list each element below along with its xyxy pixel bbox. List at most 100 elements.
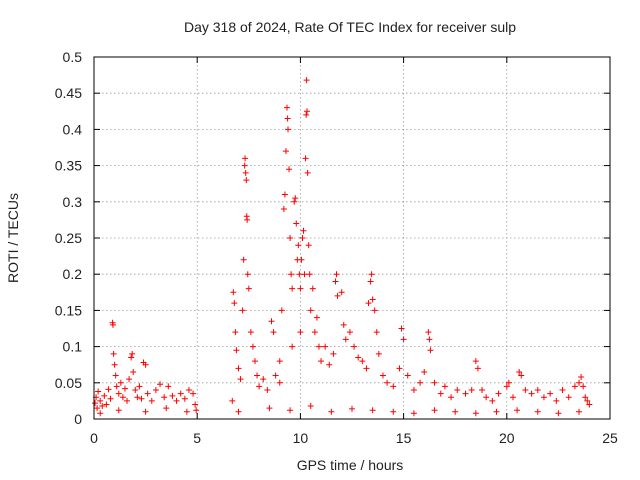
data-point bbox=[303, 77, 310, 84]
data-point bbox=[472, 410, 479, 417]
data-point bbox=[528, 390, 535, 397]
data-point bbox=[547, 390, 554, 397]
data-point bbox=[318, 358, 325, 365]
data-point bbox=[390, 408, 397, 415]
data-point bbox=[534, 387, 541, 394]
data-point bbox=[518, 372, 525, 379]
data-point bbox=[272, 372, 279, 379]
data-point bbox=[142, 408, 149, 415]
data-point bbox=[181, 395, 188, 402]
data-point bbox=[240, 256, 247, 263]
data-point bbox=[571, 383, 578, 390]
data-point bbox=[119, 394, 126, 401]
data-point bbox=[369, 407, 376, 414]
data-point bbox=[493, 408, 500, 415]
data-point bbox=[94, 405, 101, 412]
data-point bbox=[183, 408, 190, 415]
data-point bbox=[328, 408, 335, 415]
data-point bbox=[231, 300, 238, 307]
x-tick-label: 5 bbox=[193, 430, 201, 446]
data-point bbox=[244, 216, 251, 223]
data-point bbox=[582, 394, 589, 401]
data-point bbox=[289, 343, 296, 350]
data-point bbox=[559, 387, 566, 394]
data-point bbox=[256, 383, 263, 390]
data-point bbox=[483, 394, 490, 401]
data-point bbox=[173, 397, 180, 404]
data-point bbox=[185, 387, 192, 394]
data-point bbox=[334, 292, 341, 299]
data-point bbox=[144, 390, 151, 397]
data-point bbox=[287, 235, 294, 241]
data-point bbox=[289, 285, 296, 292]
data-point bbox=[287, 407, 294, 414]
data-point bbox=[400, 336, 407, 343]
data-point bbox=[315, 343, 322, 350]
data-point bbox=[584, 397, 591, 404]
data-point bbox=[322, 343, 329, 350]
x-axis-label: GPS time / hours bbox=[297, 457, 404, 473]
data-point bbox=[505, 379, 512, 386]
data-point bbox=[509, 394, 516, 401]
data-point bbox=[239, 307, 246, 314]
data-point bbox=[351, 343, 358, 350]
data-point bbox=[95, 388, 102, 395]
data-point bbox=[237, 376, 244, 383]
data-points bbox=[92, 77, 593, 417]
data-point bbox=[398, 325, 405, 332]
data-point bbox=[285, 126, 292, 133]
data-point bbox=[232, 329, 239, 336]
data-point bbox=[333, 271, 340, 278]
data-point bbox=[142, 361, 149, 368]
data-point bbox=[235, 365, 242, 372]
data-point bbox=[296, 271, 303, 278]
data-point bbox=[307, 402, 314, 409]
data-point bbox=[302, 155, 309, 162]
data-point bbox=[242, 169, 249, 176]
chart-title: Day 318 of 2024, Rate Of TEC Index for r… bbox=[184, 19, 516, 35]
data-point bbox=[373, 329, 380, 336]
y-tick-label: 0.25 bbox=[55, 230, 82, 246]
data-point bbox=[369, 296, 376, 303]
data-point bbox=[241, 162, 248, 169]
data-point bbox=[136, 383, 143, 390]
data-point bbox=[152, 387, 159, 394]
y-tick-label: 0.45 bbox=[55, 85, 82, 101]
data-point bbox=[355, 354, 362, 361]
data-point bbox=[121, 385, 128, 392]
y-tick-label: 0.3 bbox=[63, 194, 83, 210]
data-point bbox=[286, 166, 293, 173]
data-point bbox=[161, 394, 168, 401]
data-point bbox=[251, 358, 258, 365]
data-point bbox=[417, 379, 424, 386]
data-point bbox=[304, 169, 311, 176]
data-point bbox=[254, 372, 261, 379]
data-point bbox=[132, 387, 139, 394]
data-point bbox=[193, 407, 200, 414]
data-point bbox=[165, 383, 172, 390]
y-tick-label: 0.4 bbox=[63, 121, 83, 137]
data-point bbox=[117, 379, 124, 386]
data-point bbox=[244, 271, 251, 278]
data-point bbox=[363, 365, 370, 372]
data-point bbox=[97, 410, 104, 417]
data-point bbox=[111, 361, 118, 368]
y-tick-label: 0.15 bbox=[55, 302, 82, 318]
data-point bbox=[553, 397, 560, 404]
data-point bbox=[306, 271, 313, 278]
y-tick-label: 0.5 bbox=[63, 49, 83, 65]
data-point bbox=[115, 407, 122, 414]
data-point bbox=[576, 408, 583, 415]
grid-layer bbox=[94, 57, 610, 419]
data-point bbox=[368, 271, 375, 278]
data-point bbox=[278, 307, 285, 314]
x-tick-label: 15 bbox=[396, 430, 412, 446]
data-point bbox=[503, 383, 510, 390]
data-point bbox=[425, 329, 432, 336]
data-point bbox=[130, 368, 137, 375]
data-point bbox=[157, 381, 164, 388]
data-point bbox=[431, 407, 438, 414]
y-axis-label: ROTI / TECUs bbox=[5, 193, 21, 283]
data-point bbox=[242, 155, 249, 162]
